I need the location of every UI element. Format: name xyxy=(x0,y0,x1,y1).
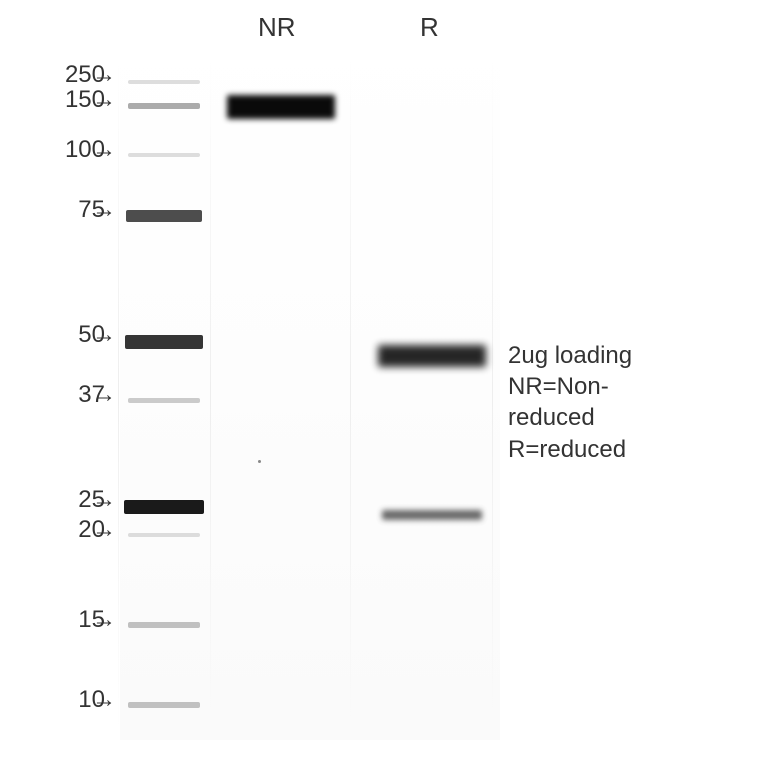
r-band-0 xyxy=(378,345,486,367)
ladder-band-2 xyxy=(128,153,200,157)
gel-image: NR R 250→150→100→75→50→37→25→20→15→10→ 2… xyxy=(0,0,764,764)
loading-annotation: 2ug loadingNR=Non-reducedR=reduced xyxy=(508,340,632,465)
arrow-right-icon: → xyxy=(92,86,116,114)
nr-band-0 xyxy=(227,95,335,119)
arrow-right-icon: → xyxy=(92,61,116,89)
arrow-right-icon: → xyxy=(92,136,116,164)
lane-edge xyxy=(118,60,119,730)
ladder-band-5 xyxy=(128,398,200,403)
lane-edge xyxy=(492,60,493,730)
lane-header-nr: NR xyxy=(258,12,296,43)
ladder-band-8 xyxy=(128,622,200,628)
lane-edge xyxy=(210,60,211,730)
ladder-band-0 xyxy=(128,80,200,84)
lane-header-r: R xyxy=(420,12,439,43)
annotation-line: 2ug loading xyxy=(508,340,632,371)
arrow-right-icon: → xyxy=(92,606,116,634)
noise-spot xyxy=(258,460,261,463)
arrow-right-icon: → xyxy=(92,686,116,714)
annotation-line: reduced xyxy=(508,402,632,433)
ladder-band-4 xyxy=(125,335,203,349)
gel-background xyxy=(120,20,500,740)
arrow-right-icon: → xyxy=(92,321,116,349)
arrow-right-icon: → xyxy=(92,516,116,544)
r-band-1 xyxy=(382,510,482,520)
ladder-band-9 xyxy=(128,702,200,708)
annotation-line: NR=Non- xyxy=(508,371,632,402)
arrow-right-icon: → xyxy=(92,196,116,224)
ladder-band-6 xyxy=(124,500,204,514)
annotation-line: R=reduced xyxy=(508,434,632,465)
ladder-band-3 xyxy=(126,210,202,222)
ladder-band-1 xyxy=(128,103,200,109)
ladder-band-7 xyxy=(128,533,200,537)
lane-edge xyxy=(350,60,351,730)
arrow-right-icon: → xyxy=(92,486,116,514)
arrow-right-icon: → xyxy=(92,381,116,409)
